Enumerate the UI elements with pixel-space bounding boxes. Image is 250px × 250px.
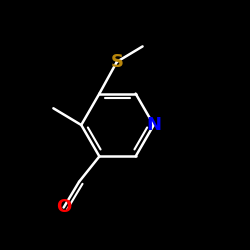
Text: O: O — [56, 198, 71, 216]
Text: N: N — [146, 116, 161, 134]
Text: S: S — [110, 53, 123, 71]
